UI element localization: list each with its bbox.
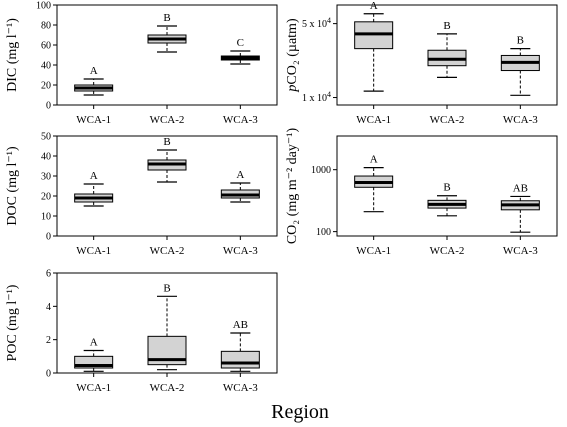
y-tick-label: 80 xyxy=(41,21,51,32)
y-axis-label: DOC (mg l⁻¹) xyxy=(5,146,20,226)
x-tick-label: WCA-1 xyxy=(76,114,111,126)
group-letter: B xyxy=(163,136,170,148)
group-letter: AB xyxy=(513,182,528,194)
x-tick-label: WCA-1 xyxy=(356,114,391,126)
y-tick-label: 30 xyxy=(41,172,51,183)
y-tick-label: 6 xyxy=(46,269,51,280)
group-letter: A xyxy=(90,337,98,349)
box-iqr xyxy=(74,355,114,369)
x-tick-label: WCA-3 xyxy=(223,382,258,394)
y-tick-label: 0 xyxy=(46,369,51,380)
figure-xlabel: Region xyxy=(271,401,329,423)
group-letter: B xyxy=(163,12,170,24)
y-tick-label: 40 xyxy=(41,152,51,163)
group-letter: AB xyxy=(233,319,248,331)
y-tick-label: 0 xyxy=(46,232,51,243)
group-letter: A xyxy=(236,169,244,181)
x-tick-label: WCA-3 xyxy=(503,114,538,126)
group-letter: B xyxy=(163,282,170,294)
y-tick-label: 100 xyxy=(316,227,331,238)
group-letter: A xyxy=(370,154,378,166)
x-tick-label: WCA-2 xyxy=(150,245,185,257)
box-iqr xyxy=(220,350,260,369)
group-letter: B xyxy=(443,20,450,32)
x-tick-label: WCA-3 xyxy=(223,245,258,257)
y-tick-label: 1000 xyxy=(311,165,331,176)
group-letter: A xyxy=(370,0,378,12)
y-tick-label: 1 x 104 xyxy=(302,90,331,104)
y-tick-label: 100 xyxy=(36,1,51,12)
y-tick-label: 50 xyxy=(41,132,51,143)
y-tick-label: 0 xyxy=(46,101,51,112)
panel-doc: 0 10 20 30 40 50 DOC (mg l⁻¹) WCA-1 WCA-2 WCA-3 A B… xyxy=(5,132,278,257)
y-tick-label: 4 xyxy=(46,302,51,313)
y-tick-label: 10 xyxy=(41,212,51,223)
y-axis-label: CO₂ (mg m⁻² day⁻¹) xyxy=(285,128,300,245)
x-tick-label: WCA-1 xyxy=(356,245,391,257)
x-tick-label: WCA-3 xyxy=(503,245,538,257)
x-tick-label: WCA-2 xyxy=(150,114,185,126)
group-letter: A xyxy=(90,170,98,182)
y-tick-label: 20 xyxy=(41,81,51,92)
x-tick-label: WCA-2 xyxy=(430,114,465,126)
x-tick-label: WCA-1 xyxy=(76,245,111,257)
y-axis-label: POC (mg l⁻¹) xyxy=(5,284,20,361)
x-tick-label: WCA-2 xyxy=(150,382,185,394)
panel-co2flux: 100 1000 CO₂ (mg m⁻² day⁻¹) WCA-1 WCA-2 WCA-3… xyxy=(285,128,558,257)
y-tick-label: 5 x 104 xyxy=(302,16,331,30)
x-tick-label: WCA-2 xyxy=(430,245,465,257)
plot-frame xyxy=(56,135,278,237)
y-axis-label: DIC (mg l⁻¹) xyxy=(5,18,20,92)
group-letter: B xyxy=(443,182,450,194)
y-tick-label: 20 xyxy=(41,192,51,203)
y-tick-label: 60 xyxy=(41,41,51,52)
y-tick-label: 40 xyxy=(41,61,51,72)
y-axis-label: pCO₂ (µatm) xyxy=(285,18,300,93)
group-letter: B xyxy=(517,35,524,47)
group-letter: A xyxy=(90,65,98,77)
x-tick-label: WCA-3 xyxy=(223,114,258,126)
y-tick-label: 2 xyxy=(46,335,51,346)
group-letter: C xyxy=(237,37,244,49)
panel-dic: 0 20 40 60 80 100 DIC (mg l⁻¹) WCA-1 WCA-2 WCA-3 A… xyxy=(5,1,278,126)
x-tick-label: WCA-1 xyxy=(76,382,111,394)
